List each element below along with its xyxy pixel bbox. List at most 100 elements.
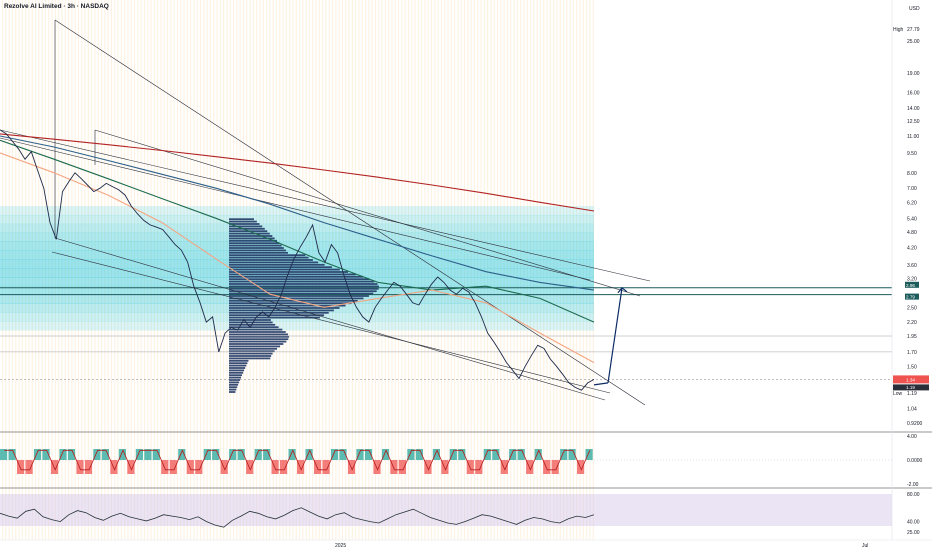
price-tick-label: 14.00 (907, 106, 920, 112)
macd-histogram-bar (390, 460, 398, 474)
session-stripe (183, 0, 185, 540)
session-stripe (361, 0, 363, 540)
session-stripe (25, 0, 27, 540)
session-stripe (74, 0, 76, 540)
time-tick-label: 2025 (335, 543, 346, 549)
session-stripe (473, 0, 475, 540)
session-stripe (470, 0, 472, 540)
session-stripe (490, 0, 492, 540)
volume-profile-bar (229, 287, 379, 290)
volume-profile-bar (229, 319, 271, 321)
macd-histogram-bar (288, 449, 296, 460)
macd-histogram-bar (93, 449, 101, 460)
session-stripe (48, 0, 50, 540)
level-badge-label: 2.79 (906, 295, 915, 300)
macd-histogram-bar (314, 460, 322, 474)
session-stripe (569, 0, 571, 540)
macd-histogram-bar (246, 460, 254, 474)
session-stripe (143, 0, 145, 540)
macd-histogram-bar (560, 449, 568, 460)
volume-profile-bar (229, 374, 242, 377)
price-tick-label: 3.60 (907, 263, 917, 269)
session-stripe (97, 0, 99, 540)
rsi-tick-label: 80.00 (907, 492, 920, 498)
macd-histogram-bar (59, 449, 67, 460)
session-stripe (457, 0, 459, 540)
volume-profile-bar (229, 280, 375, 283)
session-stripe (592, 0, 594, 540)
session-stripe (91, 0, 93, 540)
session-stripe (41, 0, 43, 540)
level-badge-label: 2.96 (906, 283, 915, 288)
session-stripe (44, 0, 46, 540)
macd-histogram-bar (203, 449, 211, 460)
session-stripe (94, 0, 96, 540)
price-tick-label: 6.20 (907, 200, 917, 206)
price-tick-label: 9.50 (907, 151, 917, 157)
macd-histogram-bar (509, 449, 517, 460)
session-stripe (546, 0, 548, 540)
macd-histogram-bar (33, 449, 42, 460)
macd-histogram-bar (339, 449, 347, 460)
trend-lines (0, 19, 651, 406)
session-stripe (391, 0, 393, 540)
volume-profile-bar (229, 237, 275, 240)
macd-histogram-bar (0, 449, 8, 460)
volume-profile-bar (229, 275, 364, 278)
macd-signal-line (4, 449, 591, 471)
macd-histogram-bar (543, 460, 551, 474)
session-stripe (11, 0, 13, 540)
macd-histogram-bar (178, 449, 186, 460)
session-stripe (38, 0, 40, 540)
volume-profile-bar (229, 239, 277, 242)
macd-histogram-bar (449, 449, 457, 460)
macd-histogram-bar (127, 460, 135, 474)
volume-profile-bar (229, 278, 370, 281)
volume-profile-bar (229, 256, 309, 259)
session-stripe (440, 0, 442, 540)
session-stripe (394, 0, 396, 540)
volume-profile-bar (229, 261, 319, 264)
price-tick-label: 4.80 (907, 230, 917, 236)
volume-profile-bar (229, 304, 346, 307)
session-stripe (398, 0, 400, 540)
volume-profile-bar (229, 364, 247, 367)
session-stripe (223, 0, 225, 540)
volume-profile-bar (229, 352, 273, 355)
session-stripe (556, 0, 558, 540)
macd-histogram-bar (466, 460, 474, 474)
trend-line (0, 129, 651, 282)
session-stripe (483, 0, 485, 540)
session-stripe (190, 0, 192, 540)
band-slice (0, 241, 594, 251)
session-stripe (213, 0, 215, 540)
price-tick-label: 1.50 (907, 364, 917, 370)
rsi-tick-label: 40.00 (907, 520, 920, 526)
session-stripe (28, 0, 30, 540)
session-stripe (434, 0, 436, 540)
volume-profile-bar (229, 307, 340, 309)
session-stripe (130, 0, 132, 540)
macd-histogram-bar (424, 460, 432, 474)
high-badge (893, 24, 907, 32)
session-stripe (467, 0, 469, 540)
macd-histogram-bar (534, 449, 542, 460)
band-slice (0, 214, 594, 225)
trend-line (54, 19, 646, 406)
moving-average-line (0, 135, 595, 291)
macd-histogram-bar (42, 449, 50, 460)
session-stripe (81, 0, 83, 540)
session-stripe (8, 0, 10, 540)
volume-profile-bar (229, 309, 334, 312)
macd-histogram-bar (152, 449, 160, 460)
volume-profile-bar (229, 367, 246, 369)
session-stripe (407, 0, 409, 540)
session-stripe (530, 0, 532, 540)
volume-profile-bar (229, 311, 329, 314)
macd-histogram-bar (432, 449, 440, 460)
session-stripe (84, 0, 86, 540)
price-tick-label: 8.00 (907, 171, 917, 177)
session-stripe (51, 0, 53, 540)
macd-histogram-bar (8, 449, 16, 460)
